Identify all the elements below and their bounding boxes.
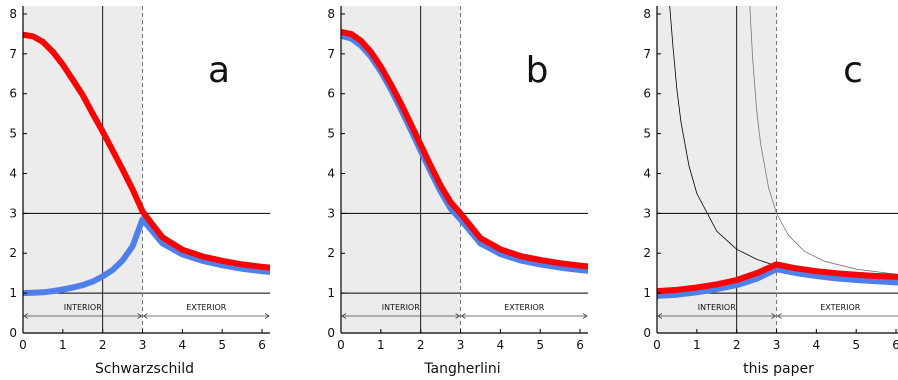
y-tick-label: 0 — [643, 326, 651, 340]
region-arrow-head-left — [657, 313, 663, 319]
red-series-line — [657, 261, 898, 295]
y-tick-label: 1 — [327, 286, 335, 300]
y-tick-label: 3 — [643, 206, 651, 220]
x-tick-label: 0 — [653, 338, 661, 352]
x-tick-label: 5 — [218, 338, 226, 352]
region-arrow-head-right — [264, 313, 270, 319]
x-tick-label: 5 — [852, 338, 860, 352]
region-arrow-head-left — [341, 313, 347, 319]
y-tick-label: 4 — [643, 166, 651, 180]
y-tick-label: 4 — [9, 166, 17, 180]
y-tick-label: 0 — [9, 326, 17, 340]
chart-panel-b: INTERIOR EXTERIOR 0 1 2 3 4 5 6 7 8 0 1 2 3 4 5 6 b Tangher… — [327, 6, 588, 377]
y-tick-label: 1 — [643, 286, 651, 300]
region-label: INTERIOR — [382, 303, 421, 312]
thin-curve-2 — [749, 6, 898, 275]
y-tick-label: 8 — [9, 7, 17, 21]
y-tick-label: 6 — [9, 87, 17, 101]
panel-letter: b — [526, 50, 549, 91]
y-tick-label: 6 — [327, 87, 335, 101]
x-tick-label: 0 — [19, 338, 27, 352]
x-tick-label: 4 — [813, 338, 821, 352]
y-tick-label: 6 — [643, 87, 651, 101]
x-tick-label: 1 — [59, 338, 67, 352]
y-tick-label: 5 — [327, 127, 335, 141]
region-arrow-head-right — [137, 313, 143, 319]
region-arrow-head-left — [142, 313, 148, 319]
x-tick-label: 3 — [773, 338, 781, 352]
x-tick-label: 3 — [139, 338, 147, 352]
y-tick-label: 0 — [327, 326, 335, 340]
y-tick-label: 1 — [9, 286, 17, 300]
x-tick-label: 5 — [536, 338, 544, 352]
x-tick-label: 1 — [377, 338, 385, 352]
x-tick-label: 0 — [337, 338, 345, 352]
y-tick-label: 7 — [643, 47, 651, 61]
x-tick-label: 4 — [497, 338, 505, 352]
x-tick-label: 6 — [258, 338, 266, 352]
x-axis-label: this paper — [743, 361, 814, 377]
region-label: INTERIOR — [64, 303, 103, 312]
y-tick-label: 2 — [9, 246, 17, 260]
region-arrow-head-left — [460, 313, 466, 319]
x-tick-label: 3 — [457, 338, 465, 352]
region-arrow-head-left — [776, 313, 782, 319]
y-tick-label: 8 — [327, 7, 335, 21]
region-arrow-head-left — [23, 313, 29, 319]
x-tick-label: 4 — [179, 338, 187, 352]
y-tick-label: 8 — [643, 7, 651, 21]
red-series-line — [23, 31, 270, 271]
x-tick-label: 2 — [99, 338, 107, 352]
chart-panel-a: INTERIOR EXTERIOR 0 1 2 3 4 5 6 7 8 0 1 2 3 4 5 6 a Schwarz… — [9, 6, 270, 377]
y-tick-label: 5 — [9, 127, 17, 141]
red-series-line — [341, 28, 588, 270]
y-tick-label: 2 — [327, 246, 335, 260]
y-tick-label: 2 — [643, 246, 651, 260]
x-axis-label: Schwarzschild — [95, 361, 194, 377]
region-arrow-head-right — [455, 313, 461, 319]
region-arrow-head-right — [582, 313, 588, 319]
region-label: EXTERIOR — [186, 303, 227, 312]
panel-letter: a — [208, 50, 230, 91]
y-tick-label: 5 — [643, 127, 651, 141]
shaded-interior — [341, 6, 461, 333]
x-tick-label: 6 — [576, 338, 584, 352]
x-tick-label: 2 — [417, 338, 425, 352]
blue-series-line — [657, 266, 898, 299]
region-label: INTERIOR — [698, 303, 737, 312]
y-tick-label: 7 — [9, 47, 17, 61]
y-tick-label: 4 — [327, 166, 335, 180]
x-tick-label: 1 — [693, 338, 701, 352]
chart-panel-c: INTERIOR EXTERIOR 0 1 2 3 4 5 6 7 8 0 1 2 3 4 5 6 c this pa… — [643, 6, 898, 377]
x-axis-label: Tangherlini — [423, 361, 500, 377]
region-label: EXTERIOR — [504, 303, 545, 312]
blue-series-line — [23, 216, 270, 297]
x-tick-label: 2 — [733, 338, 741, 352]
y-tick-label: 3 — [327, 206, 335, 220]
region-label: EXTERIOR — [820, 303, 861, 312]
panel-letter: c — [843, 50, 863, 91]
region-arrow-head-right — [771, 313, 777, 319]
x-tick-label: 6 — [892, 338, 898, 352]
y-tick-label: 7 — [327, 47, 335, 61]
y-tick-label: 3 — [9, 206, 17, 220]
